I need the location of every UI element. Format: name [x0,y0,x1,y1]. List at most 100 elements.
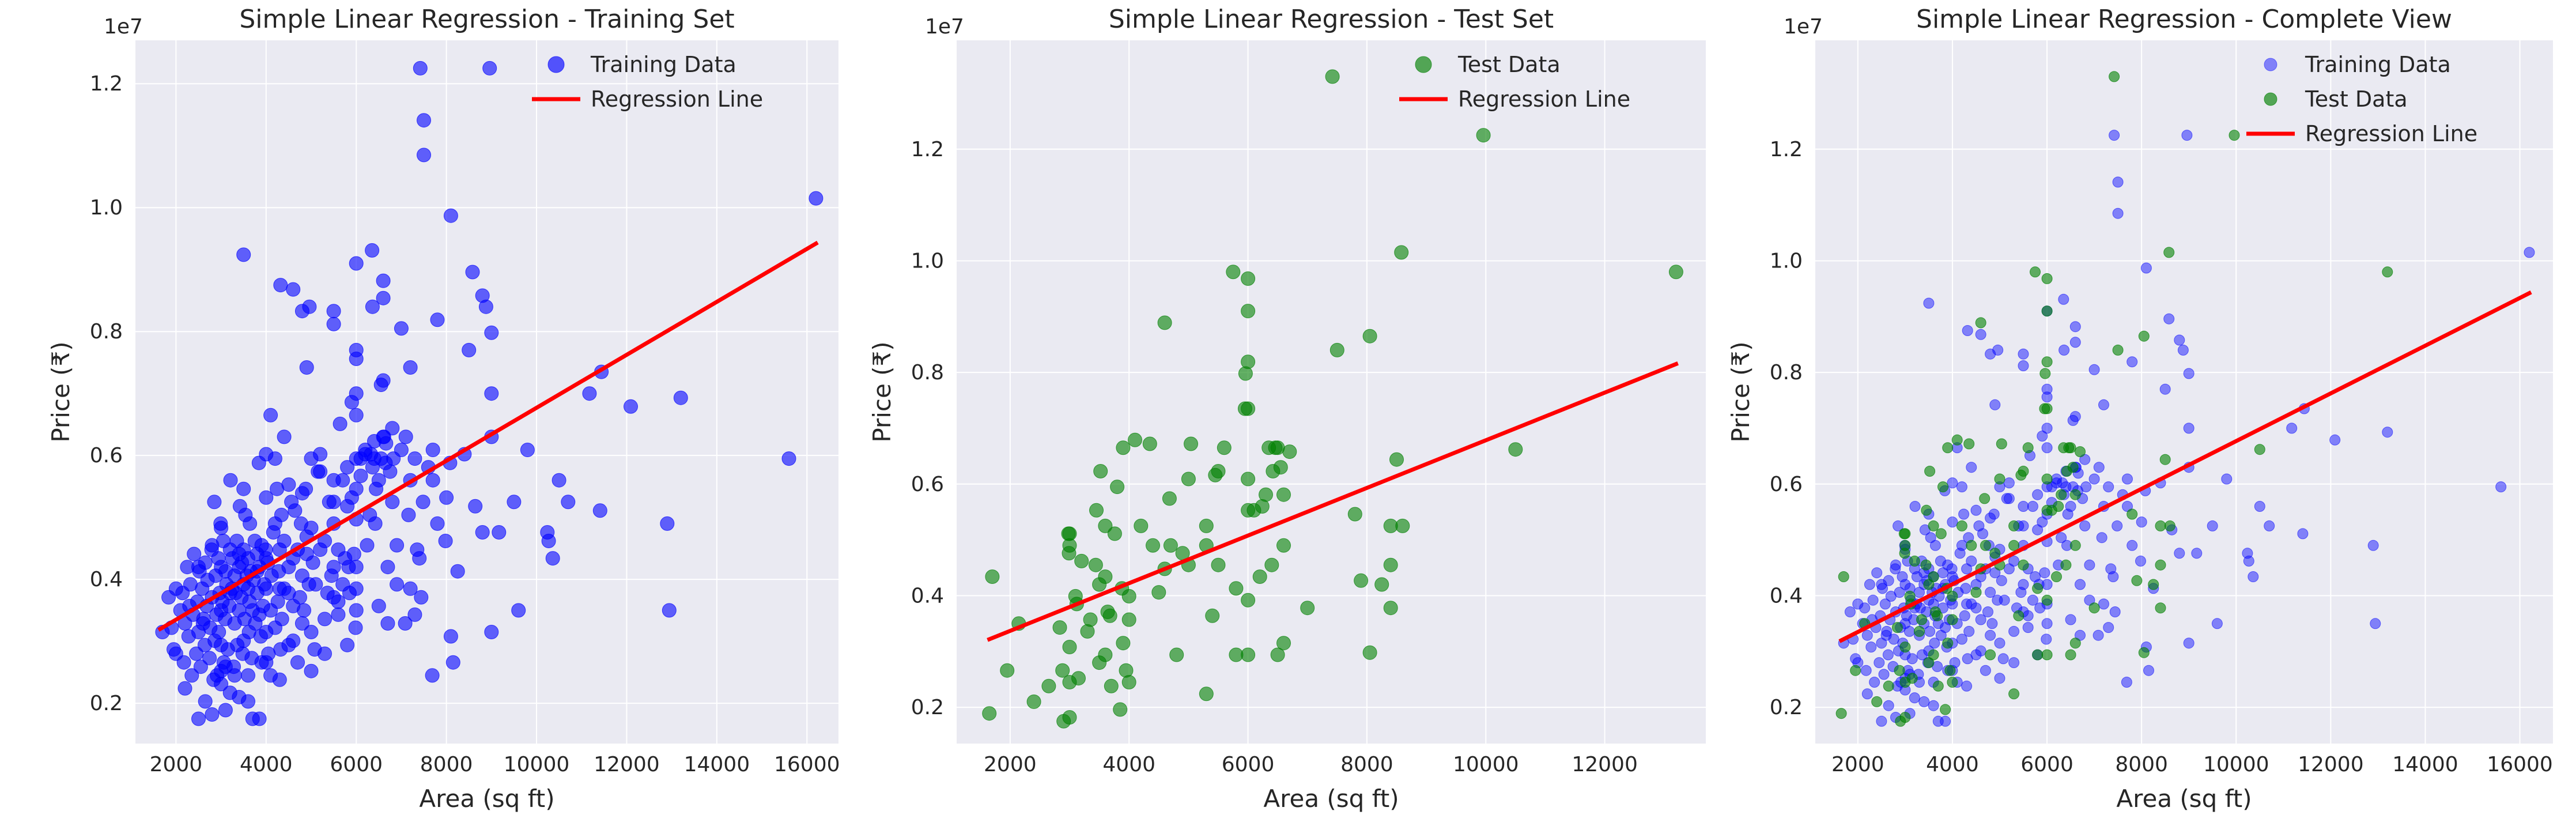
data-point [2041,473,2053,485]
data-point [2382,427,2393,438]
data-point [390,577,405,592]
data-point [398,429,413,444]
data-point [177,681,192,696]
y-tick-label: 1.2 [911,138,944,161]
data-point [1895,715,1906,727]
data-point [340,460,355,475]
data-point [326,495,341,510]
y-axis-label: Price (₹) [1727,341,1755,442]
data-point [214,521,229,535]
data-point [367,451,382,466]
data-point [2155,559,2166,571]
data-point [2163,247,2175,258]
data-point [1923,657,1935,669]
data-point [398,616,413,631]
chart-panel-1: 2000 4000 6000 8000 10000 12000 14000 16000 0.2 0… [47,5,840,813]
data-point [1996,575,2007,586]
y-offset-label: 1e7 [1784,15,1823,39]
y-axis-label: Price (₹) [47,341,75,442]
data-point [1056,714,1071,729]
data-point [273,278,288,293]
data-point [254,655,269,670]
data-point [439,490,454,505]
data-point [2067,414,2079,426]
data-point [1199,687,1214,701]
data-point [1871,696,1883,707]
data-point [1062,546,1077,561]
data-point [1226,265,1241,280]
data-point [1476,128,1491,143]
data-point [2008,540,2020,551]
data-point [1237,401,1252,416]
data-point [331,542,346,557]
data-point [2254,444,2265,455]
data-point [2041,633,2052,645]
data-point [1997,653,2009,665]
data-point [394,443,409,457]
data-point [552,473,566,488]
data-point [331,594,346,609]
data-point [1963,625,1975,637]
data-point [425,443,440,457]
data-point [1092,577,1107,592]
data-point [545,551,560,566]
x-tick-label: 12000 [2298,753,2364,776]
data-point [1918,696,1930,707]
data-point [2015,587,2027,598]
data-point [2248,571,2259,582]
data-point [1951,434,1963,446]
data-point [1944,665,1956,676]
data-point [1986,618,1998,629]
data-point [401,507,416,522]
data-point [1942,638,1954,649]
data-point [1935,555,1946,567]
data-point [304,625,319,639]
data-point [2032,489,2044,500]
data-point [1162,491,1177,506]
data-point [1354,573,1369,588]
data-point [318,612,332,627]
y-offset-label: 1e7 [925,15,964,39]
data-point [2155,602,2166,614]
data-point [1963,438,1975,450]
data-point [412,551,427,566]
data-point [2018,501,2029,512]
data-point [416,495,430,510]
legend-label: Training Data [590,52,736,77]
x-tick-label: 8000 [1340,753,1393,776]
data-point [1947,590,1958,602]
data-point [1996,438,2007,450]
data-point [1151,585,1166,600]
data-point [1925,532,1936,544]
data-point [1877,583,1888,594]
data-point [1937,481,1948,493]
data-point [1962,325,1973,336]
data-point [2041,273,2053,284]
regression-line [1838,290,2532,643]
data-point [2062,508,2073,520]
data-point [236,247,251,262]
data-point [2088,364,2100,375]
data-point [2242,548,2253,559]
data-point [1940,715,1951,727]
data-point [2159,454,2171,465]
data-point [1383,601,1398,616]
chart-panel-2: 2000 4000 6000 8000 10000 12000 0.2 0.4 0.6 0.8 1.… [868,5,1706,813]
data-point [1113,702,1128,717]
data-point [520,443,535,457]
data-point [1980,665,1991,676]
data-point [205,538,220,553]
data-point [344,395,359,410]
data-point [2032,583,2044,594]
data-point [1989,399,2001,410]
data-point [1894,665,1905,676]
data-point [193,659,208,674]
data-point [1899,642,1911,652]
data-point [1909,555,1920,567]
data-point [390,538,405,553]
data-point [1935,528,1947,540]
data-point [1157,315,1172,330]
data-point [2003,493,2015,504]
data-point [313,542,328,557]
data-point [2003,477,2015,489]
